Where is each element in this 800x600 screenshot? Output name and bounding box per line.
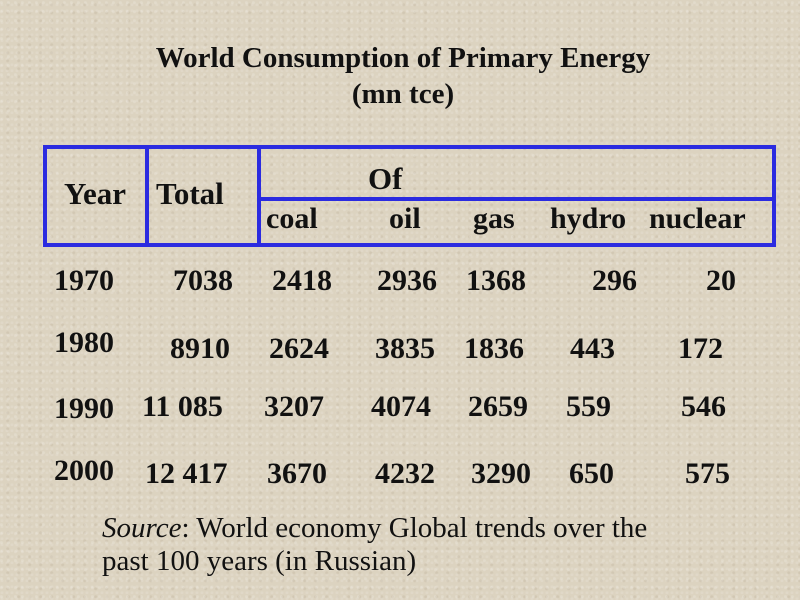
cell-nuclear: 546 (681, 390, 726, 423)
page-title: World Consumption of Primary Energy (155, 42, 651, 74)
cell-oil: 4232 (375, 457, 435, 490)
cell-gas: 3290 (471, 457, 531, 490)
cell-oil: 4074 (371, 390, 431, 423)
cell-hydro: 559 (566, 390, 611, 423)
cell-year: 2000 (54, 454, 114, 487)
cell-hydro: 443 (570, 332, 615, 365)
cell-oil: 2936 (377, 264, 437, 297)
cell-nuclear: 20 (706, 264, 736, 297)
cell-coal: 3670 (267, 457, 327, 490)
cell-total: 8910 (170, 332, 230, 365)
cell-year: 1990 (54, 392, 114, 425)
cell-total: 12 417 (145, 457, 228, 490)
header-oil: oil (389, 202, 421, 235)
header-of: Of (368, 161, 403, 196)
cell-hydro: 650 (569, 457, 614, 490)
header-nuclear: nuclear (649, 202, 746, 235)
cell-coal: 2418 (272, 264, 332, 297)
cell-coal: 3207 (264, 390, 324, 423)
header-total: Total (156, 176, 224, 211)
cell-hydro: 296 (592, 264, 637, 297)
source-line-1: Source: World economy Global trends over… (102, 512, 647, 545)
cell-oil: 3835 (375, 332, 435, 365)
cell-total: 11 085 (142, 390, 223, 423)
cell-gas: 1368 (466, 264, 526, 297)
cell-total: 7038 (173, 264, 233, 297)
header-hydro: hydro (550, 202, 627, 235)
source-label: Source (102, 512, 182, 544)
page-subtitle: (mn tce) (351, 78, 455, 110)
source-note: Source: World economy Global trends over… (102, 512, 647, 578)
header-gas: gas (473, 202, 515, 235)
header-coal: coal (266, 202, 318, 235)
source-text: : World economy Global trends over the (181, 512, 648, 544)
cell-nuclear: 575 (685, 457, 730, 490)
cell-year: 1970 (54, 264, 114, 297)
source-line-2: past 100 years (in Russian) (102, 545, 417, 577)
cell-gas: 2659 (468, 390, 528, 423)
header-year: Year (64, 176, 126, 211)
cell-nuclear: 172 (678, 332, 723, 365)
cell-coal: 2624 (269, 332, 329, 365)
cell-year: 1980 (54, 326, 114, 359)
cell-gas: 1836 (464, 332, 524, 365)
